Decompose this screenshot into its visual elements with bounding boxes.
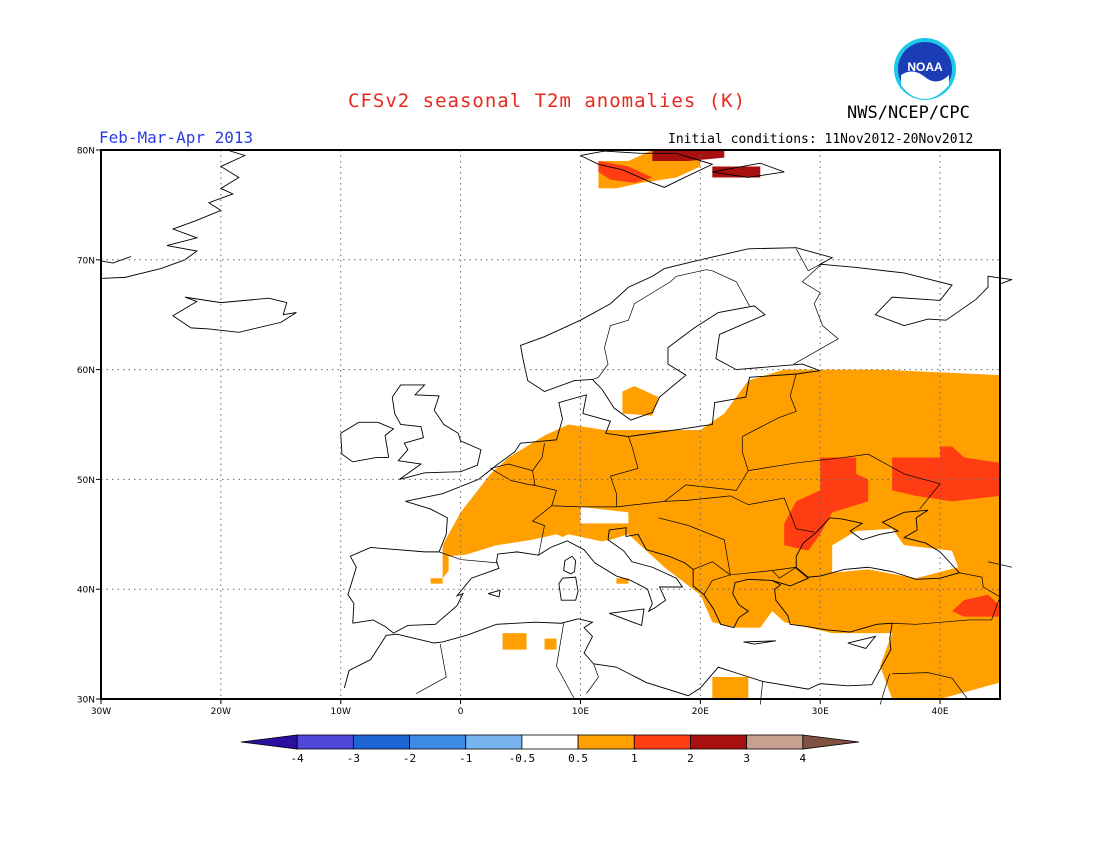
anomaly-region-3 bbox=[616, 578, 629, 584]
border-19 bbox=[490, 463, 536, 486]
coastline-4 bbox=[340, 421, 395, 463]
svg-text:NOAA: NOAA bbox=[907, 60, 943, 74]
noaa-logo-icon: NOAA bbox=[894, 38, 956, 100]
lat-label: 50N bbox=[77, 476, 95, 486]
coastline-11 bbox=[563, 555, 577, 575]
coastline-3 bbox=[391, 384, 482, 480]
border-9 bbox=[771, 566, 797, 579]
chart-title: CFSv2 seasonal T2m anomalies (K) bbox=[348, 90, 747, 112]
lon-label: 10W bbox=[331, 707, 351, 717]
border-2 bbox=[664, 495, 815, 533]
border-8 bbox=[748, 453, 941, 510]
anomaly-region-0 bbox=[442, 369, 1000, 699]
colorbar-segment bbox=[690, 734, 748, 750]
coastline-0 bbox=[347, 247, 1013, 624]
lat-label: 80N bbox=[77, 147, 95, 157]
colorbar-label: 4 bbox=[800, 752, 807, 765]
colorbar-label: -4 bbox=[291, 752, 305, 765]
border-14 bbox=[586, 663, 599, 694]
border-6 bbox=[531, 505, 552, 556]
border-3 bbox=[658, 517, 797, 576]
coastline-6 bbox=[100, 149, 247, 279]
border-4 bbox=[693, 561, 732, 595]
colorbar-label: 2 bbox=[687, 752, 694, 765]
colorbar-label: 1 bbox=[631, 752, 638, 765]
anomaly-region-9 bbox=[892, 446, 1000, 502]
lon-label: 30E bbox=[812, 707, 829, 717]
border-17 bbox=[793, 248, 839, 365]
colorbar-segment bbox=[465, 734, 523, 750]
border-20 bbox=[532, 443, 545, 471]
forecast-period: Feb-Mar-Apr 2013 bbox=[99, 128, 254, 147]
lon-label: 20E bbox=[692, 707, 709, 717]
coastline-8 bbox=[580, 150, 714, 188]
neutral-region-3 bbox=[556, 534, 605, 551]
organization-label: NWS/NCEP/CPC bbox=[847, 103, 970, 123]
colorbar-segment bbox=[352, 734, 410, 750]
border-16 bbox=[416, 644, 447, 694]
colorbar-segment bbox=[521, 734, 579, 750]
colorbar-label: -0.5 bbox=[509, 752, 536, 765]
colorbar-label: -3 bbox=[347, 752, 360, 765]
border-18 bbox=[592, 269, 750, 380]
coastline-12 bbox=[609, 608, 645, 627]
colorbar-segment bbox=[746, 734, 804, 750]
colorbar-label: -1 bbox=[459, 752, 472, 765]
border-11 bbox=[892, 672, 968, 700]
map-frame bbox=[100, 149, 1001, 700]
lat-label: 60N bbox=[77, 366, 95, 376]
lon-label: 10E bbox=[572, 707, 589, 717]
border-21 bbox=[796, 566, 809, 578]
lat-label: 70N bbox=[77, 256, 95, 266]
lat-label: 40N bbox=[77, 586, 95, 596]
coastline-9 bbox=[712, 162, 785, 178]
coastline-13 bbox=[743, 640, 776, 645]
initial-conditions: Initial conditions: 11Nov2012-20Nov2012 bbox=[668, 132, 974, 147]
neutral-region-0 bbox=[448, 552, 497, 579]
anomaly-region-6 bbox=[712, 677, 749, 699]
colorbar-label: -2 bbox=[403, 752, 416, 765]
coastline-10 bbox=[558, 576, 579, 601]
border-0 bbox=[532, 436, 639, 508]
coastline-1 bbox=[343, 527, 893, 697]
lon-label: 40E bbox=[931, 707, 948, 717]
coastline-7 bbox=[100, 256, 132, 264]
coastline-14 bbox=[847, 635, 877, 650]
colorbar-segment bbox=[296, 734, 354, 750]
coastline-15 bbox=[488, 589, 501, 598]
colorbar-arrow-high bbox=[802, 734, 860, 750]
lon-label: 20W bbox=[211, 707, 231, 717]
lat-label: 30N bbox=[77, 696, 95, 706]
anomaly-region-13 bbox=[712, 166, 761, 178]
border-15 bbox=[556, 623, 575, 700]
lon-label: 0 bbox=[458, 707, 464, 717]
anomaly-region-1 bbox=[622, 386, 659, 416]
anomaly-region-8 bbox=[784, 457, 869, 551]
colorbar-arrow-low bbox=[240, 734, 298, 750]
anomaly-region-5 bbox=[544, 638, 557, 650]
colorbar-segment bbox=[577, 734, 635, 750]
border-7 bbox=[742, 373, 797, 437]
coastline-5 bbox=[172, 296, 297, 333]
neutral-region-1 bbox=[832, 528, 959, 579]
lon-label: 30W bbox=[91, 707, 111, 717]
anomaly-region-10 bbox=[952, 594, 1000, 617]
anomaly-region-4 bbox=[502, 633, 527, 650]
border-10 bbox=[890, 572, 1001, 625]
border-13 bbox=[759, 681, 764, 705]
border-12 bbox=[879, 673, 891, 705]
colorbar-label: 0.5 bbox=[568, 752, 588, 765]
colorbar-label: 3 bbox=[743, 752, 750, 765]
colorbar-segment bbox=[409, 734, 467, 750]
colorbar-segment bbox=[633, 734, 691, 750]
neutral-region-2 bbox=[580, 506, 629, 524]
coastline-2 bbox=[772, 509, 961, 587]
border-5 bbox=[438, 551, 498, 564]
anomaly-region-2 bbox=[430, 578, 443, 584]
anomaly-region-12 bbox=[652, 150, 725, 161]
